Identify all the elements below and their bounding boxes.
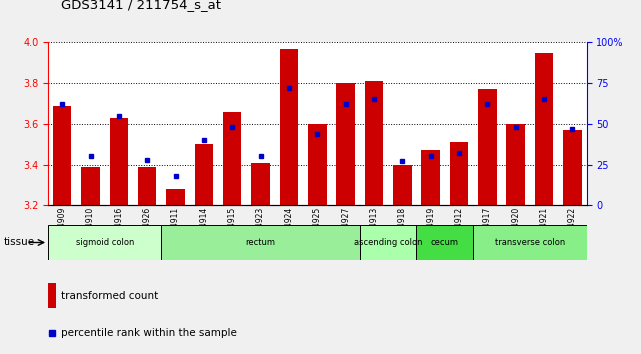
Bar [162, 225, 360, 260]
Text: tissue: tissue [3, 238, 35, 247]
Bar [48, 225, 162, 260]
Bar [167, 189, 185, 205]
Bar [53, 105, 71, 205]
Text: GDS3141 / 211754_s_at: GDS3141 / 211754_s_at [61, 0, 221, 11]
Bar [478, 89, 497, 205]
Bar [365, 81, 383, 205]
Text: sigmoid colon: sigmoid colon [76, 238, 134, 247]
Bar [360, 225, 417, 260]
Bar [251, 162, 270, 205]
Text: transformed count: transformed count [61, 291, 158, 301]
Text: ascending colon: ascending colon [354, 238, 422, 247]
Text: transverse colon: transverse colon [495, 238, 565, 247]
Bar [393, 165, 412, 205]
Bar [308, 124, 326, 205]
Bar [48, 283, 56, 308]
Bar [473, 225, 587, 260]
Bar [563, 130, 581, 205]
Bar [506, 124, 525, 205]
Bar [110, 118, 128, 205]
Bar [450, 142, 468, 205]
Bar [195, 144, 213, 205]
Bar [81, 167, 100, 205]
Bar [279, 48, 298, 205]
Bar [138, 167, 156, 205]
Bar [337, 83, 355, 205]
Bar [223, 112, 242, 205]
Text: percentile rank within the sample: percentile rank within the sample [61, 328, 237, 338]
Bar [421, 150, 440, 205]
Text: cecum: cecum [431, 238, 459, 247]
Bar [535, 53, 553, 205]
Bar [417, 225, 473, 260]
Text: rectum: rectum [246, 238, 276, 247]
